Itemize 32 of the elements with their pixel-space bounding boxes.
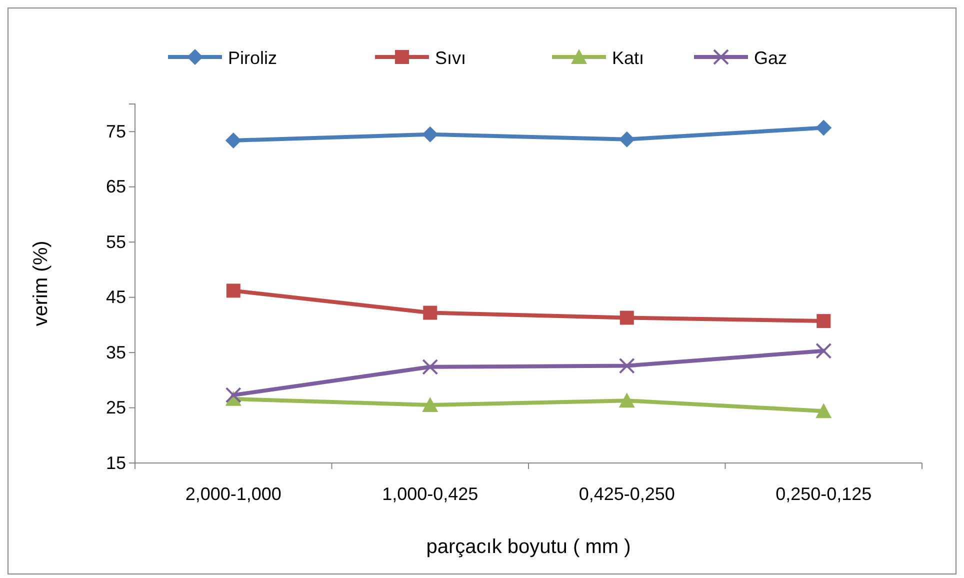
y-tick-label: 75 [106,121,126,142]
point [816,120,832,136]
point [816,314,831,328]
point [618,131,635,148]
point [618,358,635,374]
point [620,310,634,325]
point [225,387,242,404]
y-tick-label: 65 [106,176,126,197]
y-tick-label: 55 [106,232,126,252]
legend-label: Piroliz [228,48,278,68]
x-tick-label: 0,425-0,250 [578,484,675,504]
point [422,126,438,142]
y-tick-label: 25 [106,398,126,418]
y-axis-title: verim (%) [30,240,52,326]
x-axis-title: parçacık boyutu ( mm ) [426,536,631,558]
point [422,358,438,375]
point [816,342,832,359]
y-tick-label: 35 [106,342,126,362]
point [618,392,635,408]
x-tick-label: 2,000-1,000 [185,484,282,504]
x-tick-label: 1,000-0,425 [382,484,478,504]
legend-label: Sıvı [435,48,466,68]
point [422,397,438,412]
point [816,403,832,418]
point [226,284,240,298]
x-tick-label: 0,250-0,125 [776,484,872,504]
y-tick-label: 45 [106,287,126,308]
legend-label: Gaz [754,48,788,68]
y-tick-label: 15 [106,452,126,473]
point [423,306,438,320]
point [225,132,242,148]
legend-label: Katı [612,48,644,68]
